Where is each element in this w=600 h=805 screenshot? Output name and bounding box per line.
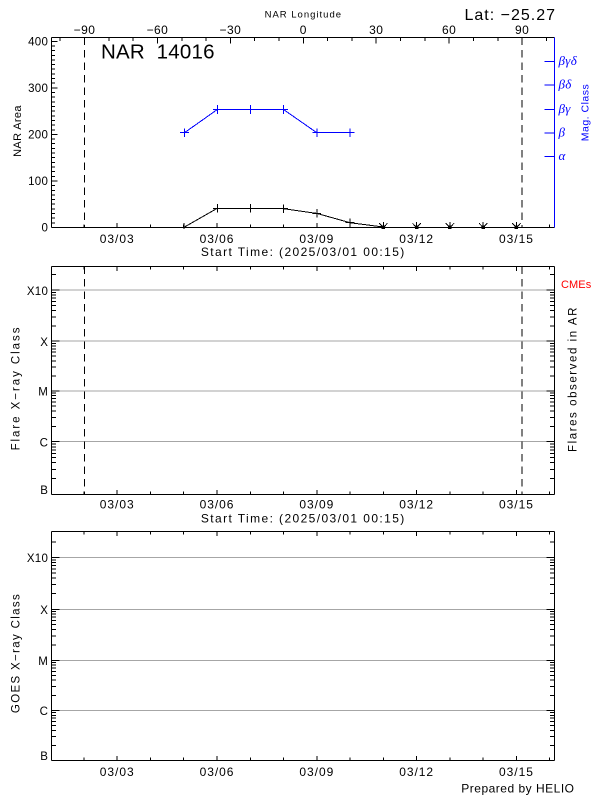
svg-text:0: 0 [41, 223, 48, 235]
svg-text:X10: X10 [27, 286, 48, 298]
svg-text:Flares observed in AR: Flares observed in AR [568, 306, 580, 452]
svg-text:GOES X−ray Class: GOES X−ray Class [11, 593, 23, 713]
svg-text:NAR Longitude: NAR Longitude [265, 10, 342, 21]
svg-text:X: X [40, 605, 48, 617]
svg-text:03/03: 03/03 [100, 498, 135, 512]
svg-text:03/12: 03/12 [399, 232, 434, 246]
svg-text:400: 400 [28, 36, 48, 48]
svg-text:Flare X−ray Class: Flare X−ray Class [11, 326, 23, 451]
svg-text:300: 300 [28, 83, 48, 95]
svg-text:03/15: 03/15 [499, 765, 534, 779]
svg-text:X10: X10 [27, 553, 48, 565]
svg-text:α: α [559, 148, 567, 163]
svg-text:0: 0 [300, 23, 307, 37]
svg-text:X: X [40, 337, 48, 349]
svg-text:B: B [40, 485, 48, 497]
svg-text:β: β [558, 124, 566, 139]
svg-text:Lat: −25.27: Lat: −25.27 [464, 7, 556, 24]
svg-text:03/06: 03/06 [200, 498, 235, 512]
svg-text:03/12: 03/12 [399, 765, 434, 779]
svg-text:Mag. Class: Mag. Class [580, 84, 592, 142]
svg-text:100: 100 [28, 176, 48, 188]
svg-text:M: M [38, 656, 48, 668]
svg-text:30: 30 [369, 23, 383, 37]
svg-text:200: 200 [28, 129, 48, 141]
svg-text:βγ: βγ [558, 101, 572, 116]
svg-text:03/09: 03/09 [299, 765, 334, 779]
svg-text:03/06: 03/06 [200, 232, 235, 246]
svg-text:B: B [40, 751, 48, 763]
svg-text:βγδ: βγδ [558, 53, 578, 68]
svg-text:NAR 14016: NAR 14016 [101, 41, 215, 64]
svg-text:CMEs: CMEs [561, 279, 592, 291]
svg-text:90: 90 [515, 23, 529, 37]
svg-text:M: M [38, 387, 48, 399]
svg-text:βδ: βδ [558, 77, 573, 92]
svg-text:03/09: 03/09 [299, 498, 334, 512]
svg-text:03/03: 03/03 [100, 765, 135, 779]
svg-text:NAR Area: NAR Area [12, 105, 24, 157]
svg-text:03/06: 03/06 [200, 765, 235, 779]
svg-text:60: 60 [442, 23, 456, 37]
svg-text:Start Time: (2025/03/01 00:15): Start Time: (2025/03/01 00:15) [201, 512, 406, 526]
svg-text:−90: −90 [74, 23, 96, 37]
svg-text:C: C [40, 437, 49, 449]
svg-text:C: C [40, 706, 49, 718]
svg-text:03/15: 03/15 [499, 498, 534, 512]
svg-text:−60: −60 [147, 23, 169, 37]
svg-text:03/15: 03/15 [499, 232, 534, 246]
svg-text:03/03: 03/03 [100, 232, 135, 246]
svg-text:Prepared by HELIO: Prepared by HELIO [461, 782, 574, 796]
svg-text:−30: −30 [220, 23, 242, 37]
svg-text:03/09: 03/09 [299, 232, 334, 246]
svg-text:03/12: 03/12 [399, 498, 434, 512]
svg-text:Start Time: (2025/03/01 00:15): Start Time: (2025/03/01 00:15) [201, 245, 406, 259]
